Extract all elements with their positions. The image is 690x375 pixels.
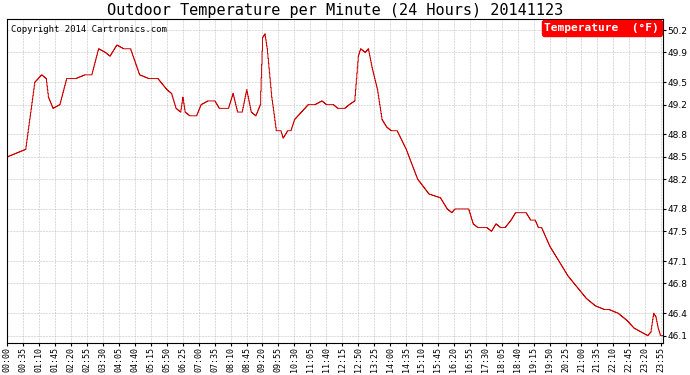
Temperature  (°F)	[3, 154, 12, 159]
Temperature  (°F)	[643, 333, 651, 338]
Temperature  (°F)	[438, 198, 446, 203]
Temperature  (°F)	[582, 296, 590, 300]
Temperature  (°F)	[659, 333, 667, 338]
Temperature  (°F)	[133, 66, 141, 70]
Legend: Temperature  (°F): Temperature (°F)	[542, 20, 662, 36]
Temperature  (°F)	[524, 213, 532, 218]
Title: Outdoor Temperature per Minute (24 Hours) 20141123: Outdoor Temperature per Minute (24 Hours…	[107, 3, 563, 18]
Text: Copyright 2014 Cartronics.com: Copyright 2014 Cartronics.com	[10, 26, 166, 34]
Temperature  (°F)	[222, 106, 230, 111]
Temperature  (°F)	[149, 76, 157, 81]
Temperature  (°F)	[261, 32, 269, 36]
Line: Temperature  (°F): Temperature (°F)	[8, 34, 663, 336]
